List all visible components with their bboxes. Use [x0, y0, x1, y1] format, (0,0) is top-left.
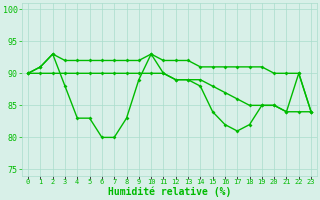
- X-axis label: Humidité relative (%): Humidité relative (%): [108, 187, 231, 197]
